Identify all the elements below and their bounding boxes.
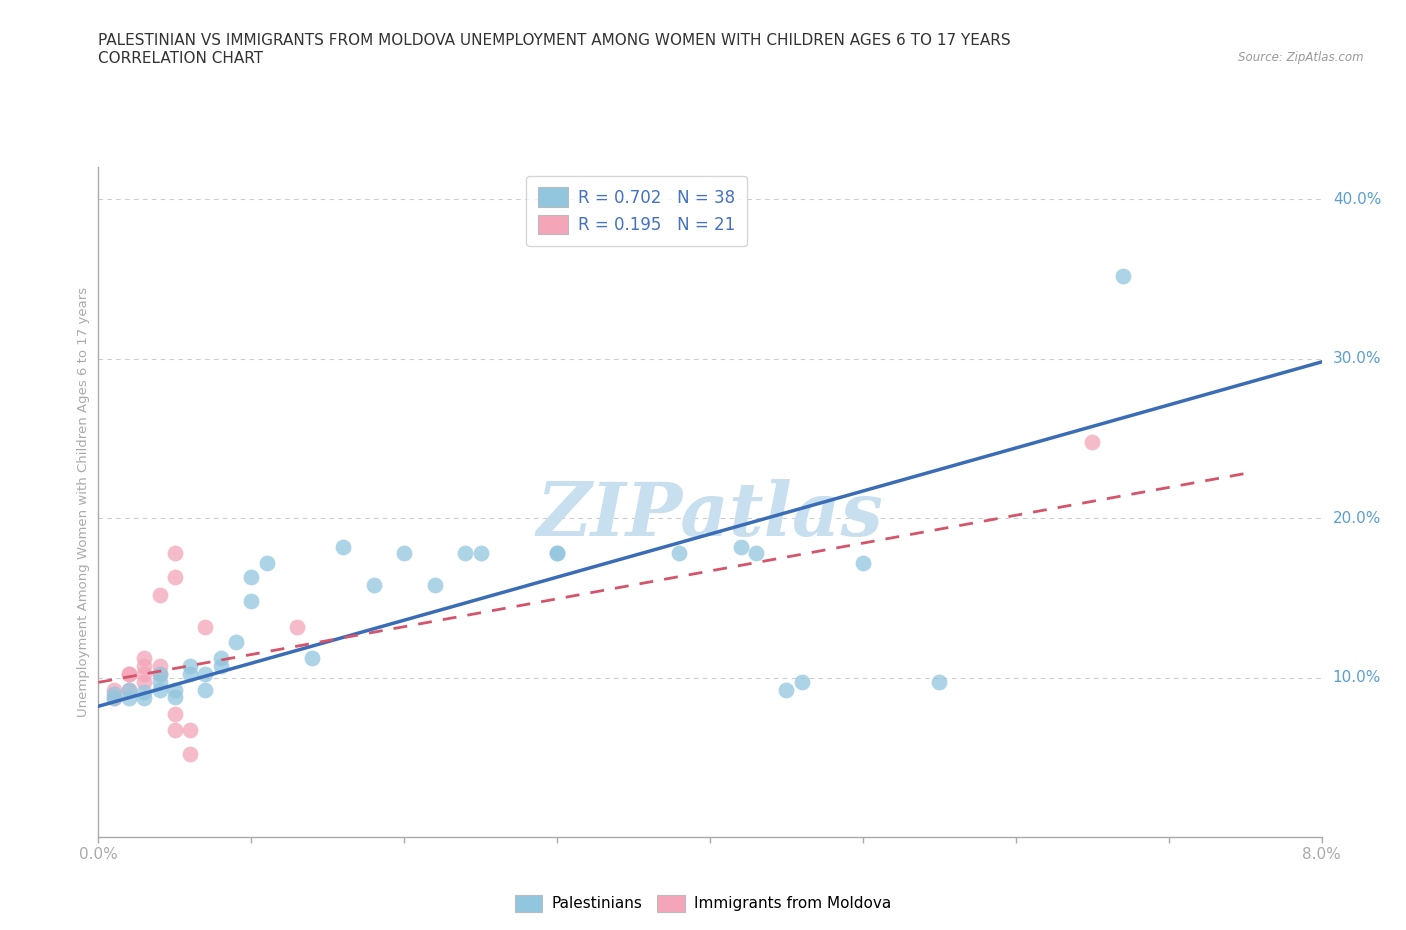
Point [209,659,232,674]
Point [256,555,278,570]
Point [103,691,125,706]
Text: CORRELATION CHART: CORRELATION CHART [98,51,263,66]
Point [454,546,477,561]
Point [134,691,156,706]
Point [149,667,172,682]
Point [546,546,568,561]
Point [163,570,186,585]
Point [103,683,125,698]
Point [209,651,232,666]
Point [103,691,125,706]
Point [134,659,156,674]
Point [668,546,690,561]
Point [1081,434,1104,449]
Point [163,707,186,722]
Point [179,723,201,737]
Text: 10.0%: 10.0% [1333,671,1381,685]
Point [332,539,354,554]
Point [149,675,172,690]
Text: 20.0%: 20.0% [1333,511,1381,525]
Point [225,635,247,650]
Point [745,546,768,561]
Point [118,691,141,706]
Point [134,651,156,666]
Point [149,683,172,698]
Point [118,683,141,698]
Point [149,667,172,682]
Point [163,723,186,737]
Point [134,675,156,690]
Point [852,555,875,570]
Point [118,683,141,698]
Point [179,667,201,682]
Point [363,578,385,592]
Text: 40.0%: 40.0% [1333,192,1381,206]
Point [179,659,201,674]
Point [928,675,950,690]
Point [546,546,568,561]
Point [163,689,186,704]
Text: PALESTINIAN VS IMMIGRANTS FROM MOLDOVA UNEMPLOYMENT AMONG WOMEN WITH CHILDREN AG: PALESTINIAN VS IMMIGRANTS FROM MOLDOVA U… [98,33,1011,47]
Point [163,546,186,561]
Point [149,659,172,674]
Point [392,546,416,561]
Point [730,539,752,554]
Y-axis label: Unemployment Among Women with Children Ages 6 to 17 years: Unemployment Among Women with Children A… [77,287,90,717]
Point [118,667,141,682]
Point [194,619,217,634]
Point [149,587,172,602]
Legend: Palestinians, Immigrants from Moldova: Palestinians, Immigrants from Moldova [509,889,897,918]
Point [240,593,263,608]
Point [423,578,446,592]
Point [134,684,156,699]
Point [240,570,263,585]
Point [118,667,141,682]
Point [775,683,797,698]
Point [134,667,156,682]
Point [470,546,492,561]
Point [301,651,323,666]
Text: Source: ZipAtlas.com: Source: ZipAtlas.com [1239,51,1364,64]
Legend: R = 0.702   N = 38, R = 0.195   N = 21: R = 0.702 N = 38, R = 0.195 N = 21 [526,176,747,246]
Point [103,686,125,701]
Point [285,619,308,634]
Point [194,667,217,682]
Point [179,747,201,762]
Point [1112,269,1135,284]
Text: 30.0%: 30.0% [1333,352,1381,366]
Point [790,675,813,690]
Point [194,683,217,698]
Point [163,683,186,698]
Text: ZIPatlas: ZIPatlas [537,479,883,551]
